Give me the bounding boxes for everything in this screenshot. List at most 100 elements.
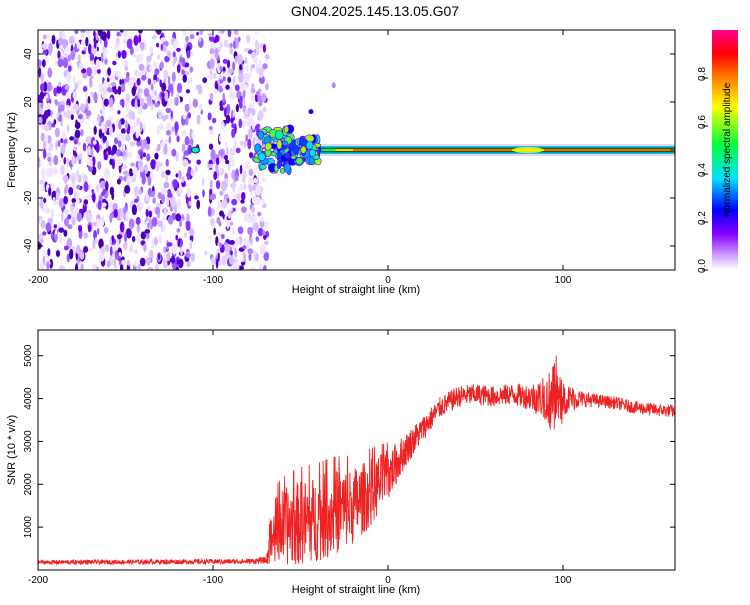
spectrogram-noise-blob — [125, 76, 130, 83]
spectrogram-noise-blob — [71, 155, 76, 166]
spectrogram-noise-blob — [182, 30, 188, 36]
spectrogram-noise-blob — [38, 162, 41, 168]
spectrogram-noise-blob — [196, 31, 199, 36]
spectrogram-noise-blob — [158, 234, 162, 243]
spectrogram-noise-blob — [179, 219, 182, 228]
spectrogram-noise-blob — [83, 181, 89, 193]
spectrogram-transition-blob — [290, 154, 297, 160]
spectrogram-noise-blob — [126, 259, 131, 266]
spectrogram-noise-blob — [55, 250, 61, 258]
snr-x-tick-label: -100 — [203, 575, 223, 586]
spectrogram-noise-blob — [54, 98, 58, 106]
spectrogram-noise-blob — [217, 79, 220, 85]
spectrogram-noise-blob — [146, 205, 151, 210]
spectrogram-noise-blob — [125, 119, 128, 131]
spectrogram-noise-blob — [90, 149, 94, 157]
spectrogram-noise-blob — [181, 57, 186, 67]
spectrogram-noise-blob — [109, 186, 115, 196]
spectrogram-noise-blob — [232, 144, 237, 156]
spectrogram-noise-blob — [264, 53, 270, 60]
spectrogram-noise-blob — [76, 169, 79, 178]
spectrogram-noise-blob — [146, 232, 150, 240]
spectrogram-noise-blob — [43, 109, 49, 119]
spectrogram-noise-blob — [64, 178, 68, 185]
spectrogram-noise-blob — [126, 38, 133, 50]
spectrogram-noise-blob — [95, 58, 101, 70]
spectrogram-noise-blob — [133, 259, 137, 267]
spectrogram-noise-blob — [213, 171, 218, 181]
spectrogram-noise-blob — [45, 93, 49, 99]
spectrogram-noise-blob — [39, 201, 44, 209]
spectrogram-noise-blob — [236, 193, 241, 202]
spectrogram-noise-blob — [130, 176, 137, 183]
spectrogram-noise-blob — [85, 36, 89, 47]
spectrogram-noise-blob — [151, 160, 155, 169]
colorbar-tick-label: 0.4 — [697, 163, 708, 177]
spectrogram-noise-blob — [204, 250, 208, 256]
spectrogram-noise-blob — [98, 254, 105, 262]
spectrogram-noise-blob — [243, 104, 246, 113]
spectrogram-transition-blob — [283, 125, 290, 133]
spectrogram-noise-blob — [43, 197, 47, 204]
spectrogram-noise-blob — [118, 120, 122, 130]
spectrogram-noise-blob — [229, 221, 234, 226]
spectrogram-noise-blob — [138, 189, 142, 195]
spectrogram-noise-blob — [240, 261, 246, 266]
spectrogram-noise-blob — [140, 165, 144, 173]
spectrogram-noise-blob — [231, 198, 238, 206]
spectrogram-noise-blob — [81, 40, 86, 46]
spectrogram-noise-blob — [97, 68, 101, 74]
snr-panel: -200 -100 0 100 1000 2000 3000 4000 5000 Height… — [6, 329, 676, 596]
spectrogram-noise-blob — [185, 89, 191, 94]
spectrogram-noise-blob — [112, 244, 116, 253]
spectrogram-noise-blob — [56, 101, 62, 108]
spectrogram-noise-blob — [66, 104, 70, 111]
spectrogram-noise-blob — [96, 227, 100, 235]
spectrogram-transition-blob — [295, 157, 304, 165]
snr-y-tick-label: 5000 — [23, 344, 34, 367]
colorbar-tick-label: 0.6 — [697, 115, 708, 129]
spectrogram-noise-blob — [198, 37, 202, 43]
spectrogram-noise-blob — [137, 263, 141, 270]
spectrogram-noise-blob — [253, 222, 260, 232]
spectrogram-noise-blob — [131, 98, 136, 107]
spectrogram-noise-blob — [58, 197, 65, 208]
spectrogram-noise-blob — [94, 236, 98, 244]
spectrogram-noise-blob — [161, 217, 167, 222]
spectrogram-noise-blob — [52, 197, 56, 202]
spectrogram-x-tick-label: 0 — [385, 275, 391, 286]
spectrogram-noise-blob — [262, 106, 267, 113]
spectrogram-noise-blob — [150, 83, 154, 91]
spectrogram-noise-blob — [250, 267, 256, 270]
spectrogram-x-label: Height of straight line (km) — [292, 284, 420, 296]
spectrogram-noise-blob — [136, 53, 142, 63]
spectrogram-noise-blob — [256, 67, 262, 75]
spectrogram-noise-blob — [224, 107, 227, 118]
spectrogram-noise-blob — [255, 48, 260, 56]
spectrogram-noise-blob — [162, 44, 167, 53]
spectrogram-noise-blob — [40, 83, 45, 92]
spectrogram-noise-blob — [175, 151, 179, 162]
spectrogram-noise-blob — [258, 100, 263, 107]
spectrogram-noise-blob — [71, 216, 76, 226]
spectrogram-noise-blob — [247, 115, 253, 127]
spectrogram-noise-blob — [93, 125, 97, 135]
spectrogram-noise-blob — [137, 105, 143, 116]
spectrogram-noise-blob — [109, 201, 114, 212]
spectrogram-noise-blob — [104, 180, 109, 191]
spectrogram-noise-blob — [126, 228, 132, 239]
spectrogram-noise-blob — [165, 158, 169, 167]
snr-y-label: SNR (10 * v/v) — [6, 415, 18, 485]
spectrogram-noise-blob — [244, 57, 248, 65]
spectrogram-noise-blob — [257, 211, 262, 217]
spectrogram-noise-blob — [214, 88, 218, 95]
spectrogram-x-tick-label: 100 — [555, 275, 572, 286]
spectrogram-noise-blob — [244, 47, 250, 53]
spectrogram-noise-blob — [62, 57, 69, 69]
spectrogram-noise-blob — [242, 245, 247, 250]
spectrogram-noise-blob — [123, 37, 128, 45]
spectrogram-noise-blob — [247, 107, 251, 118]
spectrogram-noise-blob — [233, 261, 240, 270]
spectrogram-noise-blob — [172, 40, 178, 49]
spectrogram-noise-blob — [76, 212, 83, 222]
